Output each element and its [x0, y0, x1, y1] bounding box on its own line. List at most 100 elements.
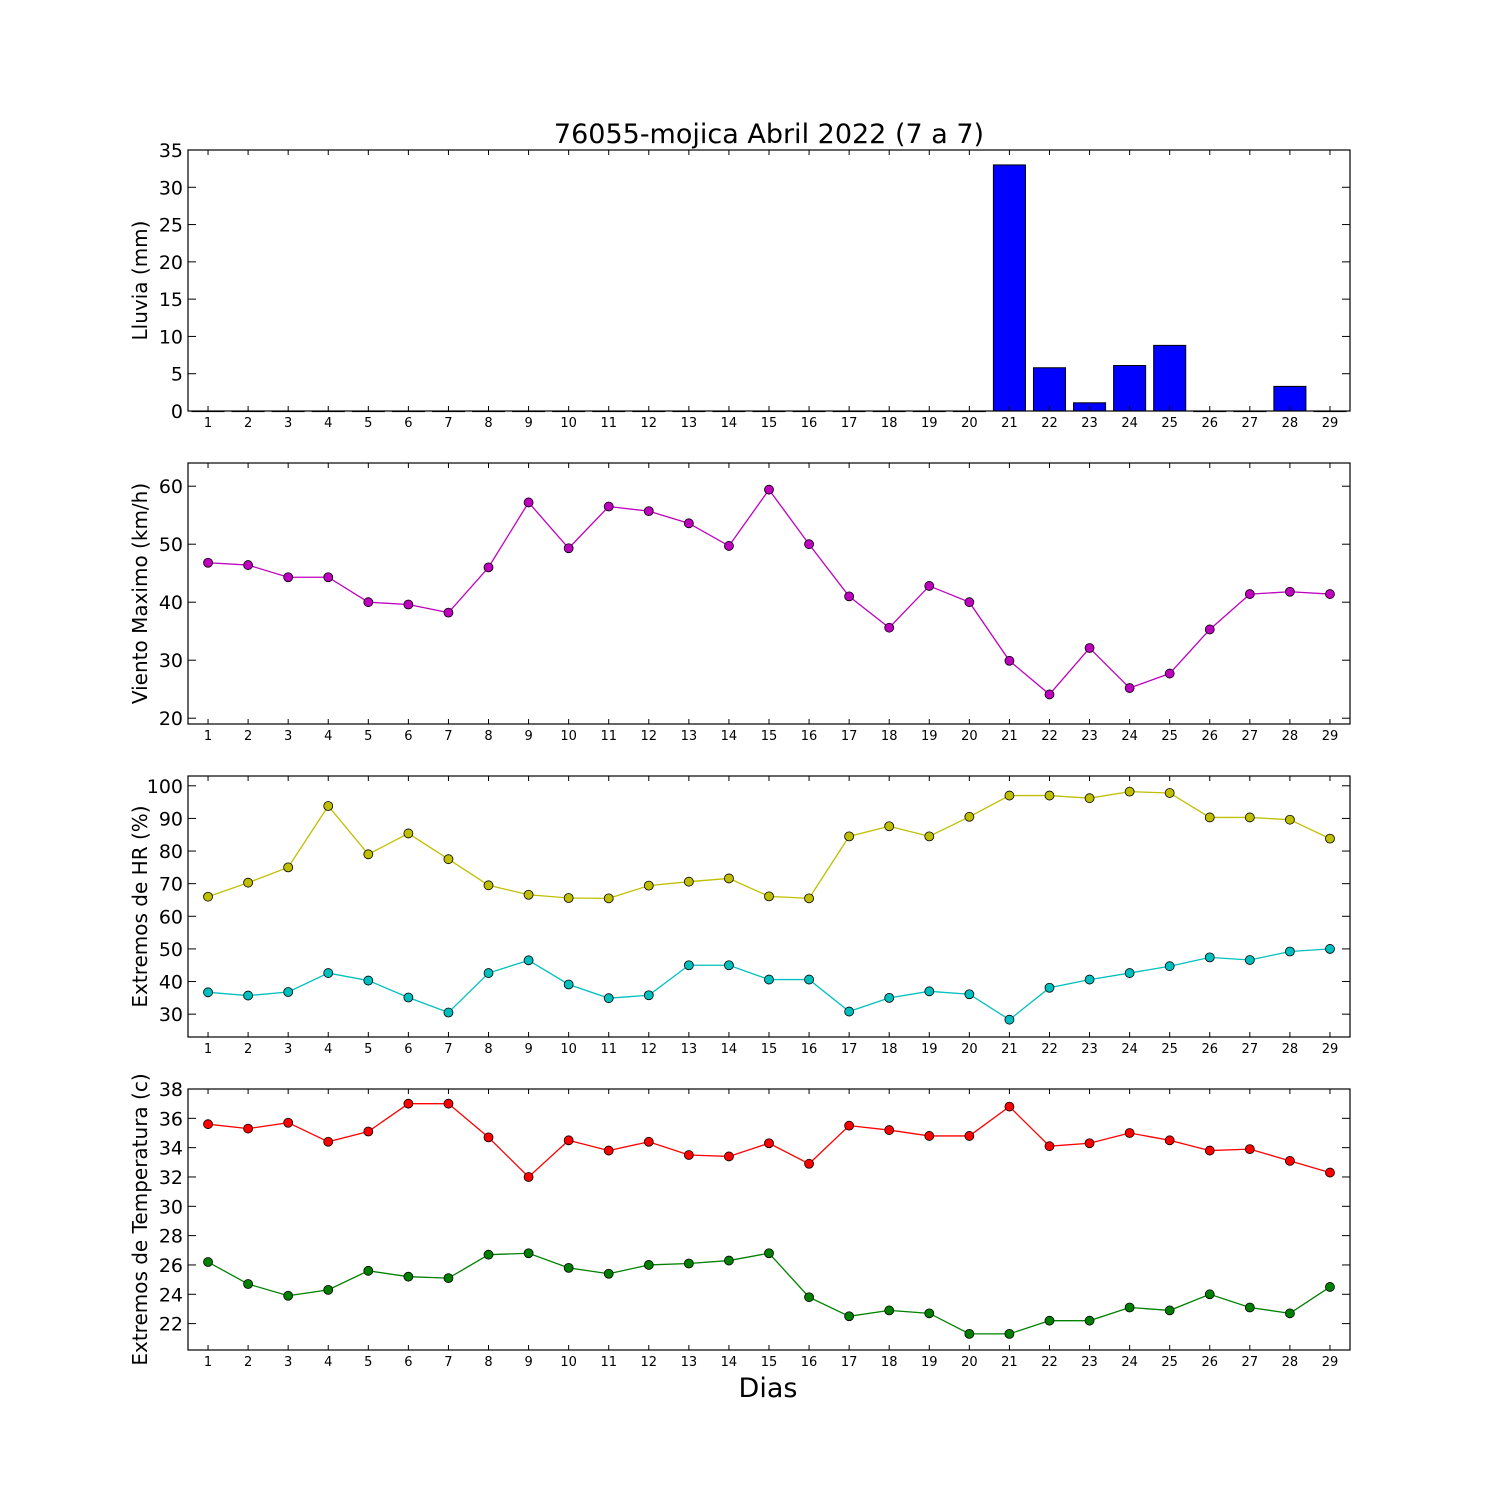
y-tick-label: 50: [159, 939, 183, 961]
series-line-1: [207, 791, 1331, 900]
x-tick-label: 18: [881, 1355, 898, 1370]
point-s2-day-19: [924, 1308, 935, 1319]
y-axis-label: Lluvia (mm): [128, 221, 152, 341]
point-s2-day-2: [243, 1279, 254, 1289]
point-s2-day-6: [403, 992, 414, 1003]
bar-day-22: [1032, 367, 1067, 412]
point-s1-day-21: [1004, 1101, 1015, 1112]
plot-area: [203, 484, 1335, 700]
point-s2-day-17: [844, 1006, 855, 1017]
point-s1-day-27: [1244, 589, 1255, 599]
point-s1-day-17: [844, 591, 855, 602]
point-s2-day-14: [724, 1255, 734, 1266]
x-tick-label: 26: [1201, 1355, 1218, 1370]
point-s1-day-18: [884, 622, 895, 633]
point-s2-day-15: [764, 1248, 774, 1259]
point-s2-day-28: [1284, 946, 1295, 957]
point-s2-day-27: [1244, 955, 1255, 965]
y-tick-label: 32: [159, 1167, 183, 1189]
point-s2-day-13: [683, 1258, 694, 1269]
x-tick-label: 17: [841, 729, 858, 744]
point-s1-day-1: [203, 891, 213, 902]
y-axis-label: Viento Maximo (km/h): [128, 483, 152, 704]
point-s2-day-23: [1084, 974, 1095, 985]
x-tick-label: 17: [841, 1042, 858, 1057]
y-tick-label: 22: [159, 1314, 183, 1336]
point-s1-day-7: [443, 854, 454, 865]
point-s2-day-18: [884, 992, 895, 1003]
point-s1-day-20: [964, 811, 975, 822]
y-tick-label: 70: [159, 874, 183, 896]
x-tick-label: 24: [1121, 416, 1138, 431]
point-s1-day-24: [1124, 786, 1135, 797]
point-s1-day-20: [964, 1131, 975, 1141]
x-tick-label: 14: [721, 416, 738, 431]
x-tick-label: 5: [364, 729, 372, 744]
x-tick-label: 19: [921, 1042, 938, 1057]
point-s2-day-15: [764, 974, 774, 985]
x-tick-label: 8: [484, 1355, 492, 1370]
x-tick-label: 28: [1282, 729, 1299, 744]
point-s2-day-16: [804, 1292, 814, 1303]
x-tick-label: 5: [364, 416, 372, 431]
point-s1-day-2: [243, 1123, 254, 1134]
x-tick-label: 21: [1001, 416, 1018, 431]
point-s2-day-11: [603, 1268, 614, 1279]
point-s1-day-11: [603, 1145, 614, 1156]
point-s2-day-22: [1044, 1315, 1055, 1326]
x-tick-label: 4: [324, 416, 332, 431]
x-tick-label: 18: [881, 729, 898, 744]
y-tick-label: 30: [159, 650, 183, 672]
x-tick-label: 9: [524, 1042, 532, 1057]
y-tick-label: 0: [171, 401, 183, 423]
point-s1-day-7: [443, 1098, 454, 1109]
x-tick-label: 2: [244, 416, 252, 431]
x-tick-label: 29: [1322, 729, 1339, 744]
point-s1-day-17: [844, 831, 855, 842]
x-tick-label: 29: [1322, 416, 1339, 431]
x-tick-label: 18: [881, 1042, 898, 1057]
point-s1-day-10: [563, 893, 574, 903]
point-s2-day-7: [443, 1007, 454, 1018]
y-tick-label: 34: [159, 1138, 183, 1160]
x-tick-label: 20: [961, 1042, 978, 1057]
point-s1-day-16: [804, 893, 814, 904]
point-s2-day-3: [283, 987, 294, 997]
point-s1-day-6: [403, 828, 414, 839]
point-s1-day-15: [764, 484, 774, 495]
point-s2-day-10: [563, 979, 574, 990]
point-s1-day-26: [1204, 812, 1215, 823]
point-s1-day-13: [683, 876, 694, 887]
x-tick-label: 7: [444, 416, 452, 431]
point-s1-day-6: [403, 1098, 414, 1109]
point-s1-day-4: [323, 1136, 334, 1147]
point-s1-day-1: [203, 1119, 213, 1130]
point-s1-day-5: [363, 849, 374, 860]
point-s1-day-3: [283, 572, 294, 583]
point-s2-day-7: [443, 1273, 454, 1284]
x-tick-label: 26: [1201, 416, 1218, 431]
point-s2-day-5: [363, 975, 374, 986]
point-s1-day-19: [924, 1131, 935, 1141]
x-tick-label: 2: [244, 729, 252, 744]
x-tick-label: 8: [484, 416, 492, 431]
y-tick-label: 30: [159, 1004, 183, 1026]
x-tick-label: 29: [1322, 1355, 1339, 1370]
x-tick-label: 27: [1242, 416, 1259, 431]
point-s2-day-9: [523, 1248, 534, 1259]
x-tick-label: 7: [444, 1042, 452, 1057]
point-s1-day-14: [724, 873, 734, 884]
x-tick-label: 17: [841, 1355, 858, 1370]
x-tick-label: 28: [1282, 1355, 1299, 1370]
x-tick-label: 25: [1161, 1355, 1178, 1370]
point-s2-day-26: [1204, 1289, 1215, 1300]
x-tick-label: 12: [641, 1042, 658, 1057]
x-tick-label: 10: [560, 1355, 577, 1370]
y-tick-label: 20: [159, 708, 183, 730]
point-s1-day-15: [764, 1138, 774, 1149]
x-tick-label: 10: [560, 729, 577, 744]
point-s1-day-5: [363, 1126, 374, 1137]
point-s1-day-14: [724, 1151, 734, 1162]
x-tick-label: 11: [600, 416, 617, 431]
x-tick-label: 25: [1161, 1042, 1178, 1057]
